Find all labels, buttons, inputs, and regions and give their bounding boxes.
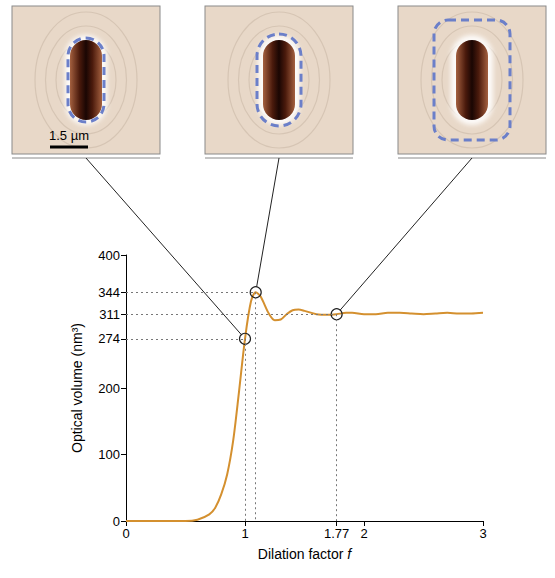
svg-text:100: 100 [98,447,120,462]
svg-text:1.5 µm: 1.5 µm [49,128,89,143]
svg-text:f: f [347,546,353,562]
svg-text:274: 274 [98,331,120,346]
svg-text:1: 1 [241,526,248,541]
svg-text:400: 400 [98,248,120,263]
svg-text:200: 200 [98,381,120,396]
svg-text:Optical volume (nm³): Optical volume (nm³) [69,323,85,453]
svg-text:311: 311 [99,307,120,322]
svg-text:0: 0 [122,526,129,541]
svg-text:3: 3 [479,526,486,541]
svg-text:2: 2 [360,526,367,541]
svg-text:344: 344 [98,285,120,300]
svg-text:Dilation factor: Dilation factor [258,546,347,562]
svg-text:1.77: 1.77 [324,526,349,541]
svg-text:0: 0 [113,514,120,529]
